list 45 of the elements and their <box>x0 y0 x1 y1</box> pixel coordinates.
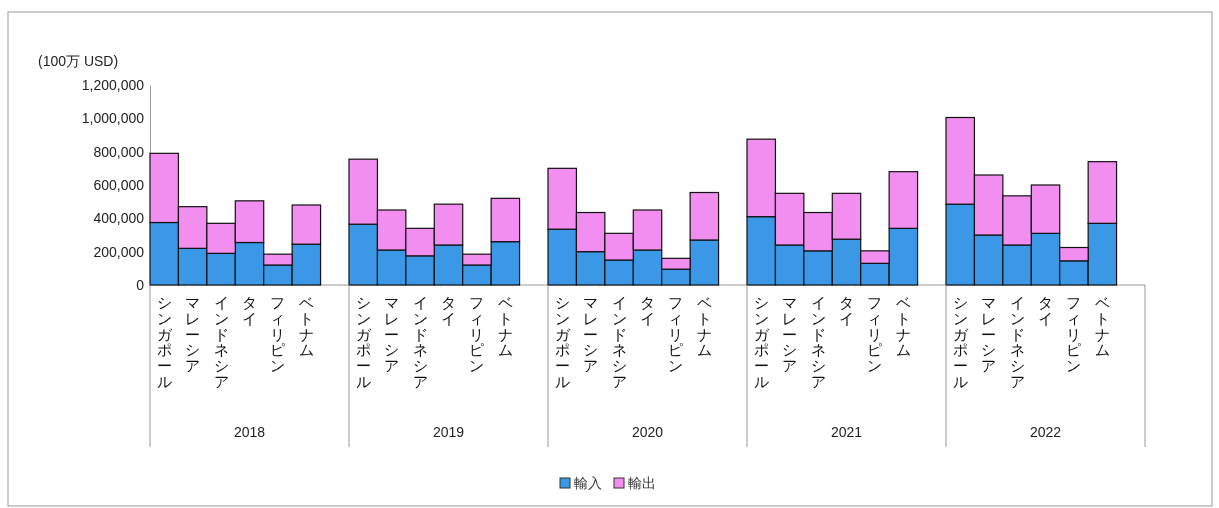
x-tick-label: マレーシア <box>782 294 798 375</box>
text: 2019 <box>432 424 465 440</box>
x-tick-label: フィリピン <box>270 294 286 375</box>
x-tick-label: フィリピン <box>1066 294 1082 375</box>
x-tick-label: ベトナム <box>696 294 712 360</box>
x-tick-label: インドネシア <box>611 294 627 391</box>
x-tick-label: マレーシア <box>583 294 599 375</box>
x-tick-label: フィリピン <box>867 294 883 375</box>
y-tick-label: 600,000 <box>93 176 145 193</box>
x-tick-label: ベトナム <box>298 294 314 360</box>
x-tick-label: インドネシア <box>810 294 826 391</box>
x-tick-label: シンガポール <box>156 294 173 391</box>
y-tick-label: 400,000 <box>93 210 145 227</box>
y-tick-label: 1,000,000 <box>81 110 145 127</box>
y-axis-title: (100万 USD) <box>38 53 119 69</box>
x-tick-label: フィリピン <box>668 294 684 375</box>
x-tick-label: フィリピン <box>469 294 485 375</box>
y-tick-label: 800,000 <box>93 143 145 160</box>
x-tick-label: インドネシア <box>213 294 229 391</box>
x-tick-label: マレーシア <box>384 294 400 375</box>
x-tick-label: シンガポール <box>952 294 969 391</box>
text: 2022 <box>1029 424 1062 440</box>
x-tick-label: マレーシア <box>981 294 997 375</box>
x-tick-label: マレーシア <box>185 294 201 375</box>
x-tick-label: ベトナム <box>1094 294 1110 360</box>
x-tick-label: タイ <box>640 294 655 328</box>
text: 2018 <box>233 424 266 440</box>
y-tick-label: 1,200,000 <box>81 76 145 93</box>
x-tick-label: タイ <box>1038 294 1053 328</box>
text: 2020 <box>631 424 664 440</box>
legend-label: 輸入 <box>574 475 602 491</box>
x-tick-label: タイ <box>839 294 854 328</box>
x-tick-label: シンガポール <box>753 294 770 391</box>
y-tick-label: 0 <box>136 276 145 293</box>
x-tick-label: インドネシア <box>1009 294 1025 391</box>
x-tick-label: タイ <box>441 294 456 328</box>
text: 2021 <box>830 424 863 440</box>
x-tick-label: シンガポール <box>355 294 372 391</box>
legend-label: 輸出 <box>628 475 656 491</box>
x-tick-label: インドネシア <box>412 294 428 391</box>
x-tick-label: シンガポール <box>554 294 571 391</box>
x-tick-label: ベトナム <box>497 294 513 360</box>
x-tick-label: ベトナム <box>895 294 911 360</box>
y-tick-label: 200,000 <box>93 243 145 260</box>
x-tick-label: タイ <box>242 294 257 328</box>
